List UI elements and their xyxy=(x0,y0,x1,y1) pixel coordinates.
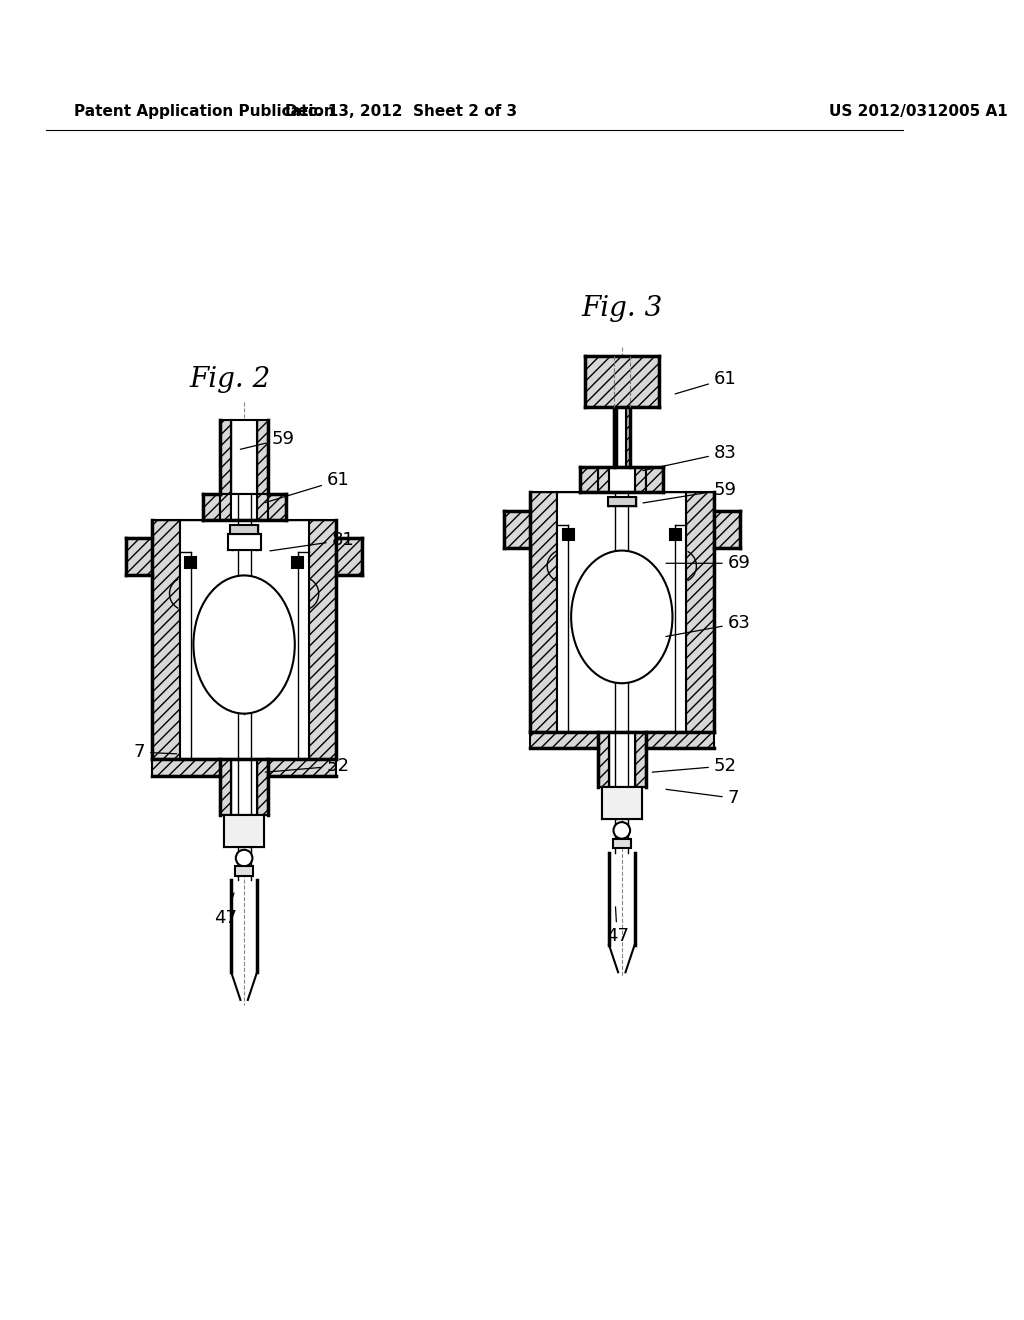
Bar xyxy=(557,492,686,731)
Bar xyxy=(646,731,714,748)
Bar xyxy=(179,520,308,759)
Bar xyxy=(581,466,598,492)
Bar xyxy=(613,407,617,466)
Bar xyxy=(529,731,598,748)
Text: 69: 69 xyxy=(666,554,751,573)
Bar xyxy=(257,494,268,520)
Ellipse shape xyxy=(571,550,673,684)
Bar xyxy=(185,557,197,568)
Bar xyxy=(220,759,231,814)
Bar xyxy=(257,421,268,494)
Bar xyxy=(563,529,573,540)
Bar xyxy=(292,557,303,568)
Bar xyxy=(529,492,557,731)
Text: Patent Application Publication: Patent Application Publication xyxy=(74,104,335,119)
Bar xyxy=(308,520,336,759)
Bar xyxy=(231,759,257,814)
Text: 59: 59 xyxy=(643,480,737,503)
Bar xyxy=(609,466,635,492)
Bar xyxy=(646,466,664,492)
Bar xyxy=(635,466,646,492)
Bar xyxy=(627,407,630,466)
Bar xyxy=(224,814,264,847)
Ellipse shape xyxy=(194,576,295,714)
Circle shape xyxy=(236,850,252,866)
Bar xyxy=(230,524,258,533)
Bar xyxy=(714,511,739,548)
Bar xyxy=(504,511,529,548)
Bar xyxy=(612,838,631,847)
Bar xyxy=(268,759,336,776)
Text: 52: 52 xyxy=(265,756,350,775)
Text: 52: 52 xyxy=(652,756,737,775)
Bar xyxy=(670,529,681,540)
Text: 47: 47 xyxy=(214,892,238,927)
Bar xyxy=(220,421,231,494)
Bar xyxy=(601,787,642,820)
Text: 59: 59 xyxy=(241,430,295,449)
Bar xyxy=(336,539,362,576)
Bar xyxy=(268,494,286,520)
Text: 61: 61 xyxy=(265,471,350,503)
Bar xyxy=(227,533,261,550)
Bar xyxy=(231,494,257,520)
Text: Fig. 2: Fig. 2 xyxy=(189,366,271,392)
Bar xyxy=(234,866,253,875)
Bar xyxy=(257,759,268,814)
Bar xyxy=(203,494,220,520)
Text: 63: 63 xyxy=(666,614,751,636)
Bar xyxy=(608,496,636,506)
Bar xyxy=(598,731,609,787)
Bar xyxy=(220,494,231,520)
Bar xyxy=(126,539,152,576)
Text: Dec. 13, 2012  Sheet 2 of 3: Dec. 13, 2012 Sheet 2 of 3 xyxy=(285,104,517,119)
Text: 47: 47 xyxy=(605,907,629,945)
Bar xyxy=(686,492,714,731)
Bar xyxy=(598,466,609,492)
Bar xyxy=(152,520,179,759)
Text: 7: 7 xyxy=(133,743,177,762)
Text: US 2012/0312005 A1: US 2012/0312005 A1 xyxy=(829,104,1008,119)
Bar xyxy=(152,759,220,776)
Text: 83: 83 xyxy=(643,444,737,470)
Bar xyxy=(585,356,658,407)
Circle shape xyxy=(613,822,630,838)
Bar xyxy=(635,731,646,787)
Bar xyxy=(231,421,257,494)
Text: 81: 81 xyxy=(270,531,354,550)
Bar xyxy=(617,407,627,466)
Text: Fig. 3: Fig. 3 xyxy=(582,294,663,322)
Text: 61: 61 xyxy=(675,370,736,393)
Bar xyxy=(609,731,635,787)
Text: 7: 7 xyxy=(666,789,739,807)
